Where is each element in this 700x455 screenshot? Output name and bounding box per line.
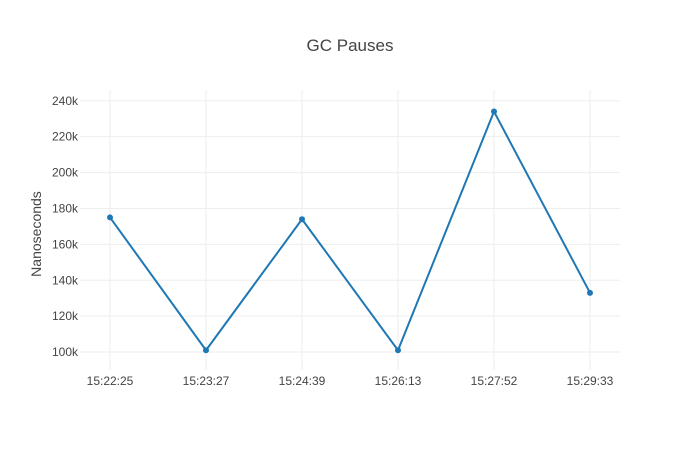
x-tick-label: 15:27:52: [471, 374, 518, 388]
x-axis-ticks: 15:22:25 15:23:27 15:24:39 15:26:13 15:27:52…: [87, 374, 614, 388]
data-point: [299, 216, 305, 223]
x-tick-label: 15:24:39: [279, 374, 326, 388]
y-tick-label: 180k: [52, 201, 79, 215]
x-tick-label: 15:26:13: [375, 374, 422, 388]
data-point: [395, 347, 401, 354]
grid-lines: [80, 90, 620, 370]
x-tick-label: 15:29:33: [567, 374, 614, 388]
y-tick-label: 160k: [52, 237, 79, 251]
chart-title: GC Pauses: [307, 36, 394, 55]
series-line: [109, 110, 591, 352]
data-point: [203, 347, 209, 354]
x-tick-label: 15:22:25: [87, 374, 134, 388]
y-axis-title: Nanoseconds: [28, 191, 44, 277]
y-tick-label: 140k: [52, 273, 79, 287]
data-point: [491, 108, 497, 115]
y-axis-ticks: 100k 120k 140k 160k 180k 200k 220k 240k: [52, 94, 79, 359]
y-tick-label: 240k: [52, 94, 79, 108]
y-tick-label: 100k: [52, 345, 79, 359]
y-tick-label: 120k: [52, 309, 79, 323]
y-tick-label: 200k: [52, 166, 79, 180]
y-tick-label: 220k: [52, 130, 79, 144]
x-tick-label: 15:23:27: [183, 374, 230, 388]
data-point: [587, 289, 593, 296]
data-point: [107, 214, 113, 221]
series-layer: [107, 108, 593, 354]
